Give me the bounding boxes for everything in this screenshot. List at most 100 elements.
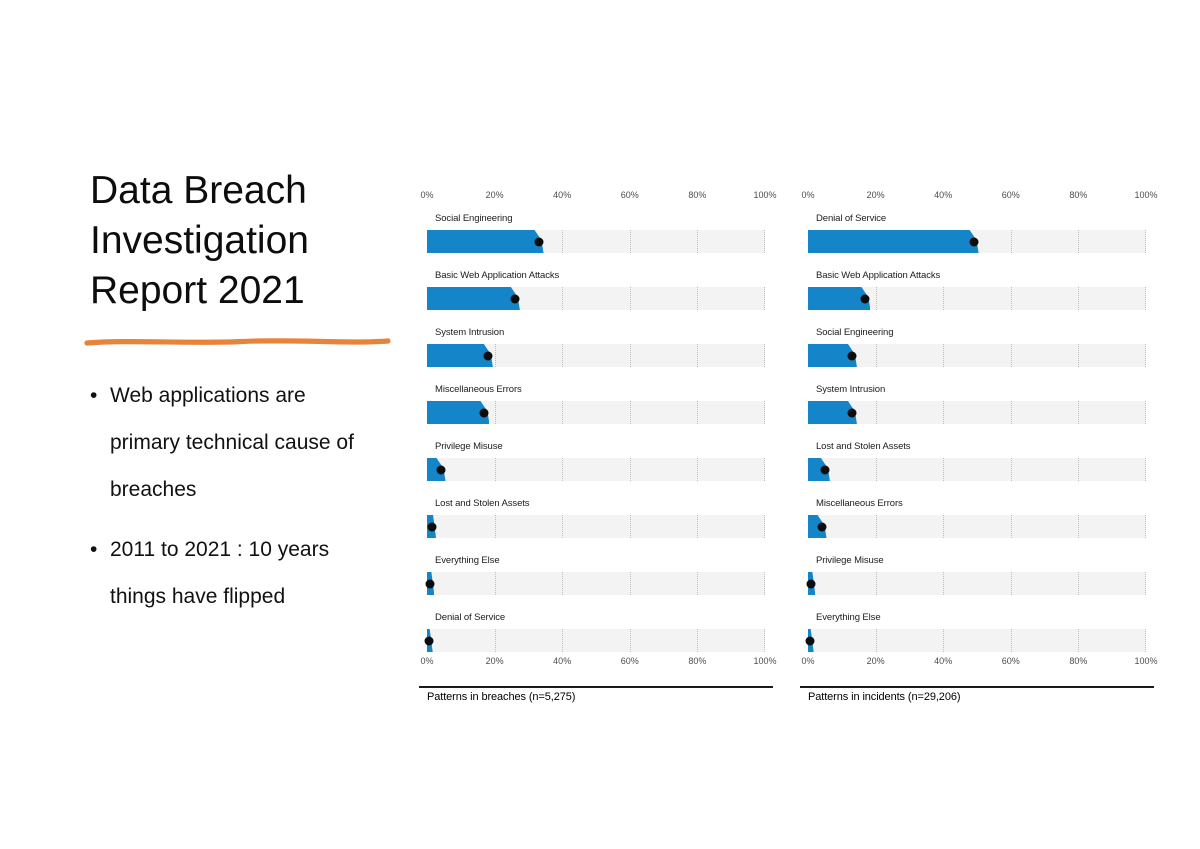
chart-row: Privilege Misuse [427,441,765,481]
category-label: Basic Web Application Attacks [816,270,941,281]
gridline [764,344,765,367]
chart-row: Lost and Stolen Assets [427,498,765,538]
bullet-list: • Web applications are primary technical… [90,372,420,620]
gridline [629,572,631,595]
category-label: Denial of Service [816,213,887,224]
gridline [1010,629,1012,652]
gridline [697,458,699,481]
gridline [764,401,765,424]
value-bar [427,344,493,367]
gridline [629,401,631,424]
chart-row: Everything Else [425,555,765,595]
gridline [697,401,699,424]
gridline [1010,401,1012,424]
axis-tick-label: 40% [553,656,572,666]
gridline [1078,572,1080,595]
gridline [562,515,564,538]
chart-row: Miscellaneous Errors [427,384,765,424]
axis-tick-label: 80% [1069,656,1088,666]
gridline [562,458,564,481]
gridline [697,344,699,367]
category-label: Everything Else [816,612,881,623]
gridline [1010,515,1012,538]
category-label: System Intrusion [435,327,505,338]
bar-track [808,401,1146,424]
axis-tick-label: 0% [801,656,815,666]
gridline [943,287,945,310]
caption-rule [800,686,1154,688]
gridline [943,572,945,595]
value-dot [860,294,870,303]
gridline [764,458,765,481]
bar-track [805,629,1146,652]
axis-tick-label: 60% [1001,190,1020,200]
value-dot [427,522,437,531]
gridline [943,458,945,481]
gridline [943,629,945,652]
gridline [943,401,945,424]
value-dot [847,351,857,360]
gridline [1078,515,1080,538]
value-dot [817,522,827,531]
caption-rule [419,686,773,688]
bullet-item: • Web applications are primary technical… [90,372,420,513]
category-label: System Intrusion [816,384,886,395]
x-axis: 0% 20% 40% 60% 80% 100% [801,656,1157,667]
axis-tick-label: 20% [866,656,885,666]
gridline [494,458,496,481]
gridline [1145,230,1146,253]
axis-tick-label: 0% [420,190,434,200]
chart-row: Social Engineering [427,213,765,253]
axis-tick-label: 60% [620,190,639,200]
axis-tick-label: 80% [1069,190,1088,200]
gridline [875,572,877,595]
value-dot [424,636,434,645]
chart-rows: Denial of Service Basic Web Application A… [805,213,1146,652]
axis-tick-label: 0% [420,656,434,666]
value-dot [436,465,446,474]
bar-track [425,572,765,595]
bar-track [808,515,1146,538]
value-bar [427,230,544,253]
value-dot [847,408,857,417]
gridline [1145,458,1146,481]
gridline [494,401,496,424]
chart-row: System Intrusion [427,327,765,367]
axis-tick-label: 100% [753,656,777,666]
axis-tick-label: 40% [934,656,953,666]
category-label: Everything Else [435,555,500,566]
gridline [562,344,564,367]
bullet-marker: • [90,538,98,561]
axis-tick-label: 40% [553,190,572,200]
gridline [629,458,631,481]
bullet-marker: • [90,384,98,407]
gridline [1078,629,1080,652]
gridline [875,287,877,310]
category-label: Denial of Service [435,612,506,623]
gridline [764,629,765,652]
gridline [1078,401,1080,424]
category-label: Social Engineering [816,327,894,338]
gridline [1145,572,1146,595]
chart-row: Everything Else [805,612,1146,652]
x-axis: 0% 20% 40% 60% 80% 100% [420,190,776,201]
bar-track [427,287,765,310]
gridline [943,344,945,367]
chart-caption: Patterns in breaches (n=5,275) [427,691,576,703]
chart-row: Denial of Service [424,612,765,652]
category-label: Social Engineering [435,213,513,224]
axis-tick-label: 80% [688,656,707,666]
gridline [764,515,765,538]
axis-tick-label: 40% [934,190,953,200]
bar-track [427,401,765,424]
accent-underline [84,338,391,346]
bullet-item: • 2011 to 2021 : 10 years things have fl… [90,526,420,620]
gridline [1010,287,1012,310]
axis-tick-label: 0% [801,190,815,200]
gridline [1010,230,1012,253]
slide-title: Data Breach Investigation Report 2021 [90,169,309,312]
chart-rows: Social Engineering Basic Web Application … [424,213,765,652]
chart-row: Basic Web Application Attacks [427,270,765,310]
gridline [875,344,877,367]
value-dot [425,579,435,588]
